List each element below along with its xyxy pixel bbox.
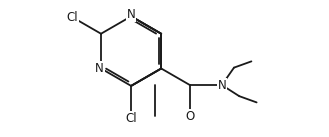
Text: Cl: Cl xyxy=(125,112,137,125)
Text: N: N xyxy=(217,79,226,92)
Text: O: O xyxy=(185,110,194,123)
Text: N: N xyxy=(95,62,104,75)
Text: N: N xyxy=(127,8,136,22)
Text: Cl: Cl xyxy=(66,11,78,24)
